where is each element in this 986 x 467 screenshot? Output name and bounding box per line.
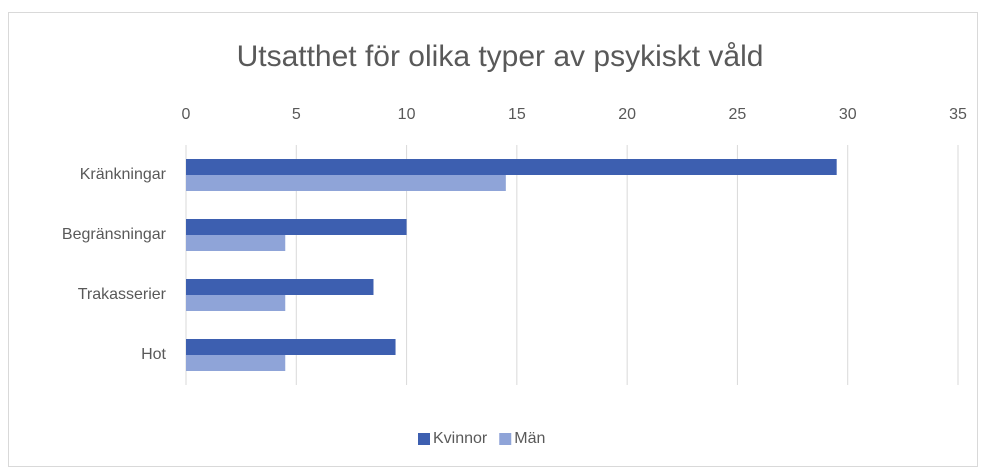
y-tick-label: Hot xyxy=(141,346,166,363)
bar xyxy=(186,355,286,371)
x-tick-label: 10 xyxy=(398,106,416,123)
bar xyxy=(186,219,407,235)
x-tick-label: 0 xyxy=(182,106,191,123)
x-tick-label: 35 xyxy=(949,106,967,123)
legend-swatch xyxy=(418,433,430,445)
bar xyxy=(186,295,286,311)
bar xyxy=(186,159,837,175)
x-tick-label: 15 xyxy=(508,106,526,123)
chart-title: Utsatthet för olika typer av psykiskt vå… xyxy=(237,40,764,73)
x-tick-label: 20 xyxy=(618,106,636,123)
bar xyxy=(186,279,374,295)
chart-frame xyxy=(8,12,978,467)
bar xyxy=(186,175,506,191)
legend-label: Kvinnor xyxy=(433,430,488,447)
y-tick-label: Trakasserier xyxy=(78,286,167,303)
bar xyxy=(186,339,396,355)
legend-swatch xyxy=(499,433,512,445)
y-tick-label: Kränkningar xyxy=(80,166,167,183)
legend-label: Män xyxy=(514,430,545,447)
bar xyxy=(186,235,286,251)
x-tick-label: 25 xyxy=(729,106,747,123)
y-tick-label: Begränsningar xyxy=(62,226,167,243)
x-tick-label: 5 xyxy=(292,106,301,123)
x-tick-label: 30 xyxy=(839,106,857,123)
